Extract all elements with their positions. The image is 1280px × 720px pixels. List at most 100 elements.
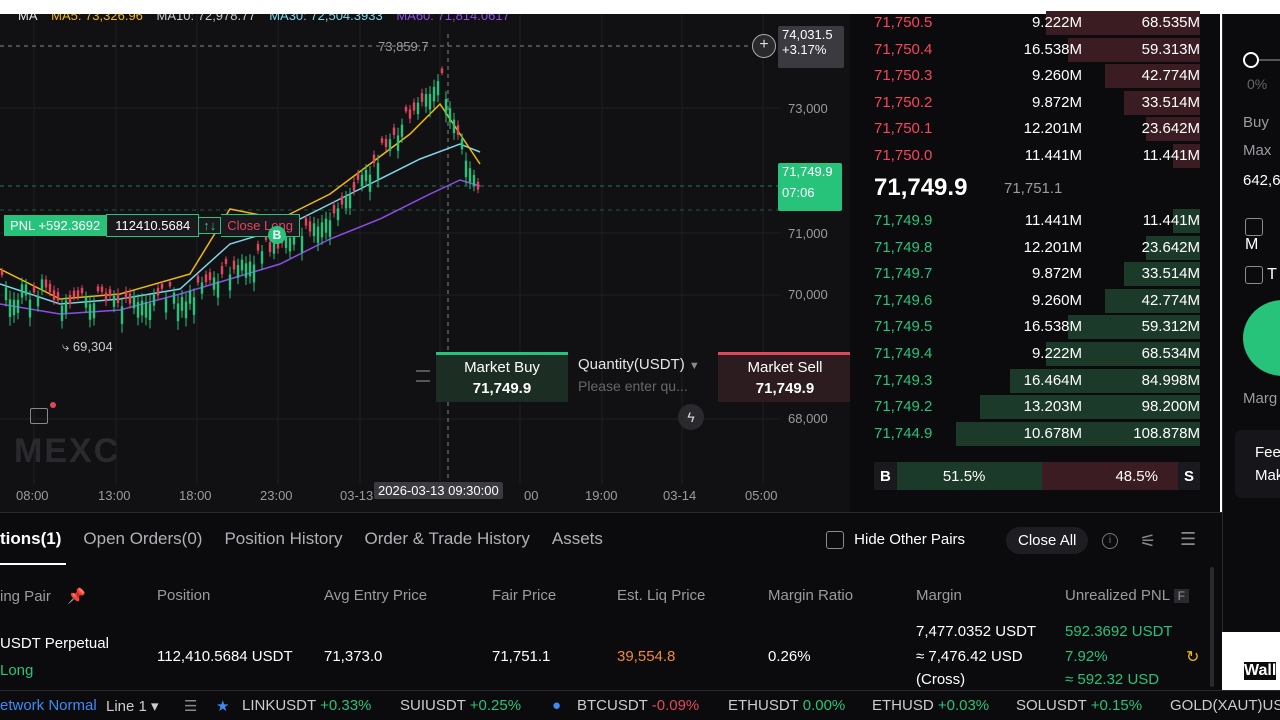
ticker-item[interactable]: GOLD(XAUT)US [1170,697,1280,714]
ticker-item[interactable]: SUIUSDT +0.25% [400,697,521,714]
candle-body [52,290,56,300]
margin-label: Marg [1243,390,1278,407]
quantity-field[interactable]: Quantity(USDT) ▼ Please enter qu... [568,352,718,402]
bids-row[interactable]: 71,749.9 11.441M 11.441M [874,208,1222,234]
ticker-item[interactable]: BTCUSDT -0.09% [577,697,699,714]
position-line[interactable]: PNL +592.3692 112410.5684 ↑↓ Close Long [4,213,300,237]
price-chart[interactable]: MA MA5: 73,326.96 MA10: 72,978.77 MA30: … [0,14,850,512]
crosshair-add-icon[interactable]: + [752,34,776,58]
wallet-label[interactable]: Wall [1244,662,1277,680]
maker-label: Mak [1255,467,1280,484]
f-badge[interactable]: F [1173,589,1190,603]
buy-label: Buy [1243,114,1269,131]
slider-pct: 0% [1247,76,1268,92]
row-pair[interactable]: USDT Perpetual [0,635,109,652]
price: 71,750.2 [874,93,933,111]
scrollbar[interactable] [1210,567,1214,687]
bids-row[interactable]: 71,749.4 9.222M 68.534M [874,341,1222,367]
candle-body [140,300,144,316]
bids-row[interactable]: 71,749.2 13.203M 98.200M [874,394,1222,420]
total: 42.774M [1141,291,1200,309]
bids-row[interactable]: 71,749.3 16.464M 84.998M [874,368,1222,394]
ticker-item[interactable]: LINKUSDT +0.33% [242,697,371,714]
tab-open-orders[interactable]: Open Orders(0) [83,529,203,548]
calendar-icon[interactable] [30,408,48,424]
flame-icon: ● [552,697,562,714]
candle-body [112,295,116,307]
hide-other-pairs-toggle[interactable]: Hide Other Pairs [826,531,965,550]
line-label: Line 1 [106,698,147,715]
pin-icon[interactable]: 📌 [67,588,86,605]
total: 11.441M [1142,147,1200,164]
chevron-down-icon[interactable]: ▼ [688,360,700,372]
lightning-icon[interactable]: ϟ [678,404,704,430]
tab-position-history[interactable]: Position History [224,529,343,548]
header-pair-label: ing Pair [0,588,51,605]
line-select[interactable]: Line 1 ▾ [106,698,159,715]
max-label: Max [1243,142,1272,159]
quantity: 9.872M [1031,93,1082,111]
menu-icon[interactable]: ☰ [1180,529,1197,549]
quantity-unit-select[interactable]: Quantity(USDT) [578,356,685,373]
tab-assets[interactable]: Assets [551,529,603,548]
share-icon[interactable]: ↻ [1186,649,1200,666]
ticker-item[interactable]: ETHUSD +0.03% [872,697,989,714]
x-tick: 03-13 [340,488,374,503]
ma5-line [0,102,481,300]
close-long-button[interactable]: Close Long [221,213,300,237]
candlestick-canvas[interactable] [0,14,850,512]
quantity: 9.872M [1031,265,1082,283]
leverage-slider-thumb[interactable] [1243,52,1259,68]
bids-row[interactable]: 71,749.8 12.201M 23.642M [874,235,1222,261]
drag-handle-icon[interactable] [416,370,430,382]
reverse-icon[interactable]: ↑↓ [199,216,222,234]
open-long-button[interactable] [1243,300,1280,376]
tab-order-trade-history[interactable]: Order & Trade History [364,529,530,548]
y-tick-73000: 73,000 [788,101,828,116]
asks-row[interactable]: 71,750.0 11.441M 11.441M [874,143,1222,169]
crosshair-price: 74,031.5 [782,27,833,42]
bids-row[interactable]: 71,744.9 10.678M 108.878M [874,421,1222,447]
quantity-input[interactable]: Please enter qu... [578,378,688,394]
ma60-label: MA60: 71,814.0617 [396,14,510,23]
quantity: 9.222M [1031,345,1082,362]
depth-bar [1173,209,1200,233]
asks-row[interactable]: 71,750.4 16.538M 59.313M [874,37,1222,63]
asks-row[interactable]: 71,750.1 12.201M 23.642M [874,116,1222,142]
bids-row[interactable]: 71,749.6 9.260M 42.774M [874,288,1222,314]
countdown: 07:06 [782,185,815,200]
ticker-item[interactable]: ETHUSDT 0.00% [728,697,845,714]
crosshair-price-tag: 74,031.5 +3.17% [778,26,844,68]
candle-body [160,283,164,289]
hide-other-checkbox[interactable] [826,531,844,550]
depth-bar [1105,64,1200,89]
asks-row[interactable]: 71,750.3 9.260M 42.774M [874,63,1222,89]
asks-row[interactable]: 71,750.5 9.222M 68.535M [874,10,1222,36]
network-status[interactable]: etwork Normal [0,697,97,714]
price: 71,750.5 [874,14,933,31]
bids-row[interactable]: 71,749.7 9.872M 33.514M [874,261,1222,287]
candle-body [76,290,80,297]
option-checkbox[interactable]: T [1245,266,1277,284]
market-sell-button[interactable]: Market Sell 71,749.9 [718,352,850,402]
candle-body [196,276,200,283]
candle-body [0,270,4,276]
candle-body [212,277,216,290]
market-buy-button[interactable]: Market Buy 71,749.9 [436,352,568,402]
ticker-item[interactable]: SOLUSDT +0.15% [1016,697,1142,714]
ticker-change: +0.03% [937,697,990,714]
star-icon[interactable]: ★ [216,698,230,715]
asks-row[interactable]: 71,750.2 9.872M 33.514M [874,90,1222,116]
info-icon[interactable]: i [1102,533,1118,549]
option-checkbox[interactable]: M [1245,218,1280,254]
close-all-button[interactable]: Close All [1006,527,1089,554]
bids-row[interactable]: 71,749.5 16.538M 59.312M [874,314,1222,340]
ma-label: MA [18,14,38,23]
slider-track[interactable] [1259,59,1280,61]
list-icon[interactable]: ☰ [184,698,198,715]
tab-positions[interactable]: tions(1) [0,529,62,548]
candle-body [440,68,444,74]
filter-settings-icon[interactable]: ⚟ [1140,531,1157,551]
price: 71,750.3 [874,67,933,85]
quantity: 12.201M [1023,238,1082,256]
